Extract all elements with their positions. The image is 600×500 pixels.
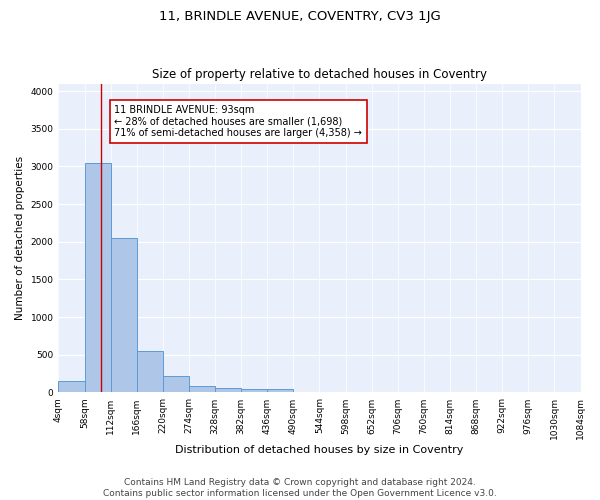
Bar (85, 162, 110, 392)
Bar (241, 388, 267, 392)
Text: 11 BRINDLE AVENUE: 93sqm
← 28% of detached houses are smaller (1,698)
71% of sem: 11 BRINDLE AVENUE: 93sqm ← 28% of detach… (115, 104, 362, 138)
Bar (163, 376, 189, 392)
Bar (137, 351, 163, 393)
Bar (267, 388, 293, 392)
X-axis label: Distribution of detached houses by size in Coventry: Distribution of detached houses by size … (175, 445, 464, 455)
Bar (215, 388, 241, 392)
Bar (110, 238, 137, 392)
Title: Size of property relative to detached houses in Coventry: Size of property relative to detached ho… (152, 68, 487, 81)
Text: 11, BRINDLE AVENUE, COVENTRY, CV3 1JG: 11, BRINDLE AVENUE, COVENTRY, CV3 1JG (159, 10, 441, 23)
Y-axis label: Number of detached properties: Number of detached properties (15, 156, 25, 320)
Bar (189, 386, 215, 392)
Text: Contains HM Land Registry data © Crown copyright and database right 2024.
Contai: Contains HM Land Registry data © Crown c… (103, 478, 497, 498)
Bar (58, 381, 85, 392)
